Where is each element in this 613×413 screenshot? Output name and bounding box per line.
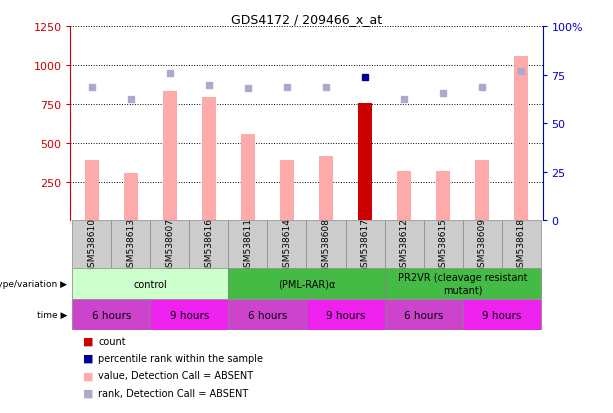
Text: GSM538614: GSM538614 xyxy=(283,217,292,272)
Bar xyxy=(229,221,267,268)
Bar xyxy=(72,268,229,299)
Text: count: count xyxy=(98,336,126,346)
Text: percentile rank within the sample: percentile rank within the sample xyxy=(98,353,263,363)
Bar xyxy=(229,299,306,330)
Bar xyxy=(463,299,541,330)
Text: ■: ■ xyxy=(83,388,93,398)
Text: GSM538611: GSM538611 xyxy=(243,217,253,272)
Bar xyxy=(463,221,501,268)
Bar xyxy=(189,221,229,268)
Bar xyxy=(424,221,463,268)
Bar xyxy=(306,299,384,330)
Text: 9 hours: 9 hours xyxy=(326,310,365,320)
Bar xyxy=(202,97,216,221)
Text: PR2VR (cleavage resistant
mutant): PR2VR (cleavage resistant mutant) xyxy=(398,273,527,295)
Text: GSM538607: GSM538607 xyxy=(166,217,175,272)
Bar xyxy=(475,160,489,221)
Text: rank, Detection Call = ABSENT: rank, Detection Call = ABSENT xyxy=(98,388,248,398)
Bar xyxy=(514,57,528,221)
Text: GSM538617: GSM538617 xyxy=(360,217,370,272)
Bar xyxy=(229,268,384,299)
Bar xyxy=(241,135,255,221)
Text: ■: ■ xyxy=(83,370,93,380)
Text: 6 hours: 6 hours xyxy=(248,310,287,320)
Text: GSM538612: GSM538612 xyxy=(400,217,408,272)
Bar xyxy=(267,221,306,268)
Text: GSM538610: GSM538610 xyxy=(88,217,96,272)
Title: GDS4172 / 209466_x_at: GDS4172 / 209466_x_at xyxy=(231,13,382,26)
Bar xyxy=(112,221,150,268)
Bar xyxy=(72,221,112,268)
Text: GSM538613: GSM538613 xyxy=(126,217,135,272)
Bar xyxy=(150,221,189,268)
Text: genotype/variation ▶: genotype/variation ▶ xyxy=(0,280,67,288)
Text: time ▶: time ▶ xyxy=(37,311,67,319)
Bar xyxy=(124,173,138,221)
Bar xyxy=(150,299,229,330)
Bar xyxy=(319,157,333,221)
Text: GSM538616: GSM538616 xyxy=(205,217,213,272)
Bar xyxy=(384,221,424,268)
Text: ■: ■ xyxy=(83,336,93,346)
Text: value, Detection Call = ABSENT: value, Detection Call = ABSENT xyxy=(98,370,253,380)
Bar xyxy=(163,91,177,221)
Text: 9 hours: 9 hours xyxy=(170,310,209,320)
Bar xyxy=(306,221,346,268)
Bar xyxy=(384,268,541,299)
Text: 6 hours: 6 hours xyxy=(92,310,131,320)
Text: control: control xyxy=(134,279,167,289)
Bar xyxy=(346,221,384,268)
Bar xyxy=(85,160,99,221)
Bar xyxy=(397,172,411,221)
Bar xyxy=(384,299,463,330)
Bar xyxy=(280,160,294,221)
Text: 6 hours: 6 hours xyxy=(404,310,443,320)
Text: GSM538609: GSM538609 xyxy=(478,217,487,272)
Text: ■: ■ xyxy=(83,353,93,363)
Text: 9 hours: 9 hours xyxy=(482,310,521,320)
Bar xyxy=(501,221,541,268)
Text: GSM538608: GSM538608 xyxy=(321,217,330,272)
Bar xyxy=(72,299,150,330)
Bar xyxy=(436,172,450,221)
Text: GSM538615: GSM538615 xyxy=(438,217,447,272)
Bar xyxy=(358,104,372,221)
Text: GSM538618: GSM538618 xyxy=(517,217,525,272)
Text: (PML-RAR)α: (PML-RAR)α xyxy=(278,279,335,289)
